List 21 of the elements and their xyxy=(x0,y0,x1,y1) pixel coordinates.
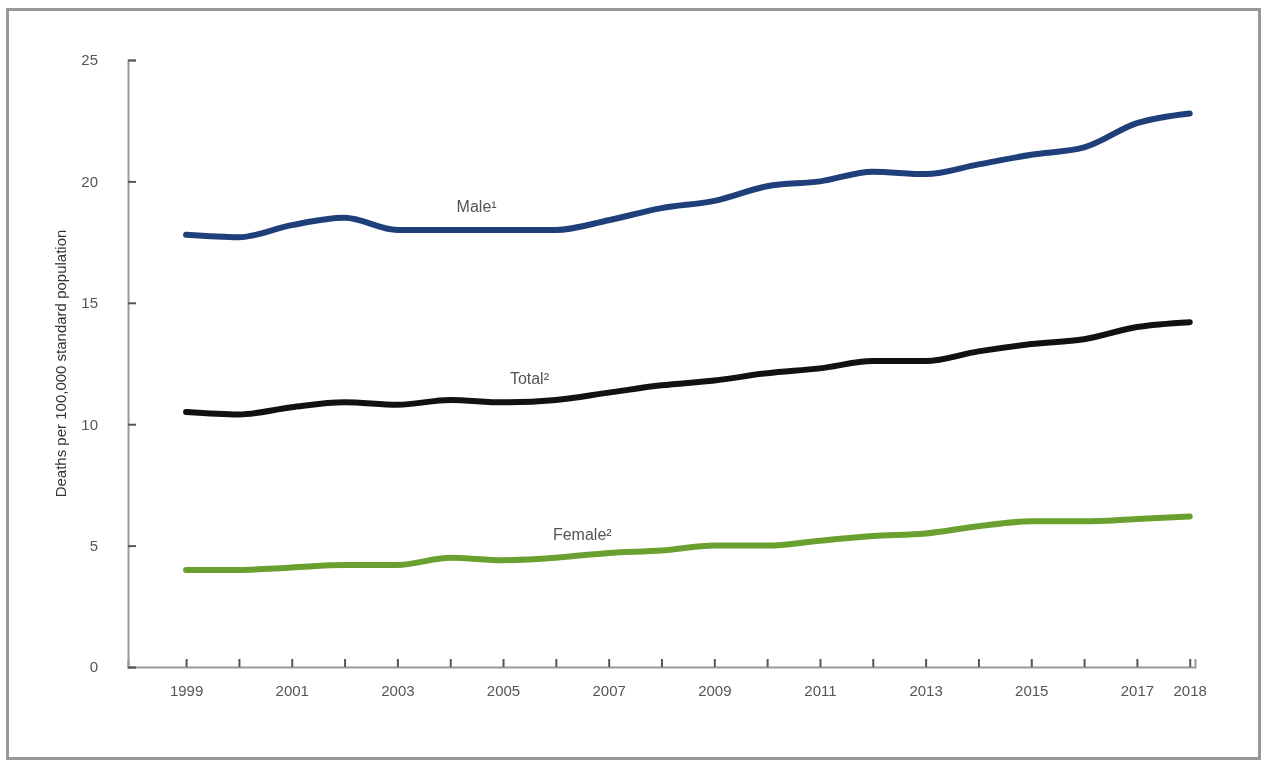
x-tick-label: 2013 xyxy=(909,681,943,699)
y-axis-title: Deaths per 100,000 standard population xyxy=(52,229,69,498)
x-tick-label: 2001 xyxy=(275,681,309,699)
x-tick-label: 2015 xyxy=(1015,681,1049,699)
y-tick-label: 20 xyxy=(81,172,98,190)
x-tick-label: 2018 xyxy=(1173,681,1207,699)
y-tick-label: 25 xyxy=(81,51,98,69)
y-tick-label: 5 xyxy=(89,536,98,554)
x-tick-label: 1999 xyxy=(169,681,204,699)
x-tick-label: 2011 xyxy=(804,681,837,699)
y-tick-label: 10 xyxy=(81,415,98,433)
x-tick-label: 2005 xyxy=(486,681,521,699)
x-tick-label: 2003 xyxy=(381,681,415,699)
series-label: Male¹ xyxy=(456,197,497,215)
y-tick-label: 15 xyxy=(81,294,98,312)
x-tick-label: 2017 xyxy=(1120,681,1155,699)
series-label: Total² xyxy=(509,370,550,388)
series-label: Female² xyxy=(552,525,613,543)
x-tick-label: 2009 xyxy=(698,681,732,699)
y-tick-label: 0 xyxy=(89,658,98,676)
x-tick-label: 2007 xyxy=(592,681,626,699)
